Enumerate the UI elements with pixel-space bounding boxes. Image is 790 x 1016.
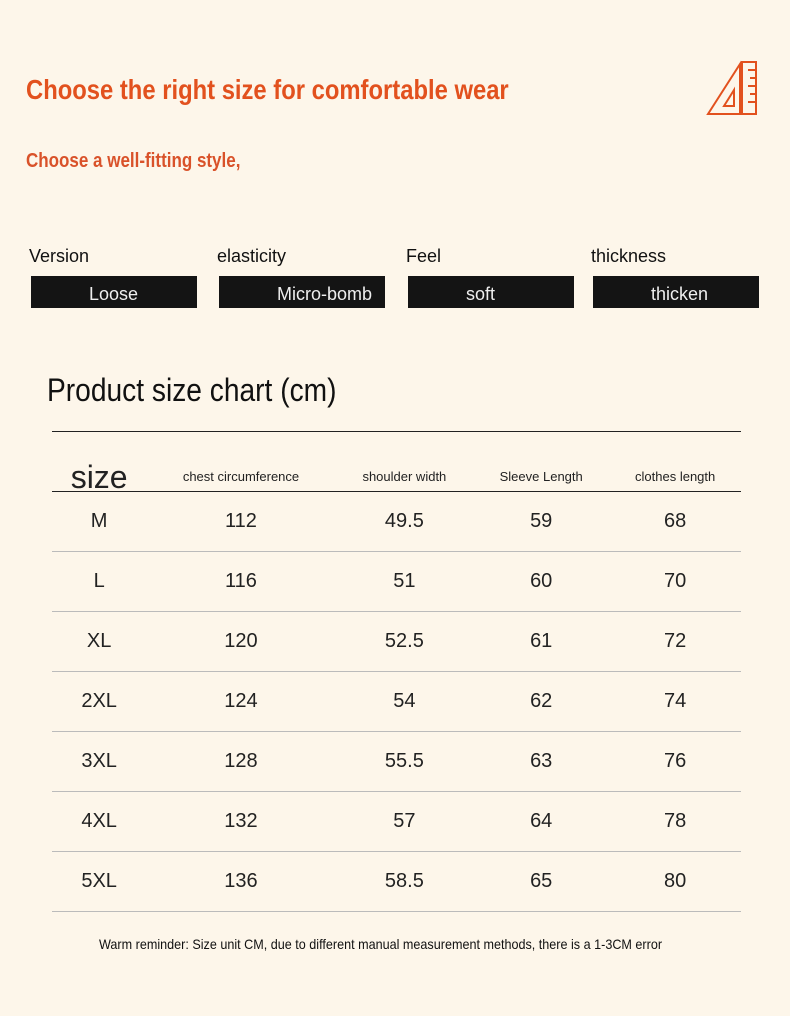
table-cell: 132: [146, 791, 336, 852]
attribute-value: Loose: [89, 284, 139, 304]
table-cell: 112: [146, 491, 336, 552]
table-row: XL 120 52.5 61 72: [52, 611, 741, 672]
table-cell: 57: [335, 791, 474, 852]
attribute-value: soft: [466, 284, 496, 304]
attribute: thickness thicken: [591, 240, 759, 310]
table-cell: 70: [609, 551, 741, 612]
attribute-bar: [408, 276, 574, 308]
attribute: elasticity Micro-bomb: [217, 240, 385, 310]
table-cell: 55.5: [335, 731, 474, 792]
attribute-value: Micro-bomb: [277, 284, 373, 304]
table-cell: L: [52, 551, 147, 612]
ruler-icon: [706, 60, 757, 115]
attribute-value: thicken: [651, 284, 709, 304]
table-cell: 49.5: [335, 491, 474, 552]
table-cell: 63: [473, 731, 610, 792]
size-table: size chest circumference shoulder width Sle…: [52, 431, 741, 912]
title: Choose the right size for comfortable we…: [26, 74, 509, 105]
footer-note: Warm reminder: Size unit CM, due to diff…: [99, 936, 663, 952]
column-header: shoulder width: [335, 431, 474, 492]
table-cell: 2XL: [52, 671, 147, 732]
attribute-label: Feel: [406, 246, 442, 266]
column-header: size: [52, 431, 147, 493]
attribute-bar: [593, 276, 759, 308]
table-cell: 5XL: [52, 851, 147, 912]
attribute: Version Loose: [29, 240, 197, 310]
table-cell: 61: [473, 611, 610, 672]
table-cell: 72: [609, 611, 741, 672]
subtitle: Choose a well-fitting style,: [26, 150, 241, 172]
table-cell: M: [52, 491, 147, 552]
table-row: M 112 49.5 59 68: [52, 491, 741, 552]
table-cell: XL: [52, 611, 147, 672]
table-cell: 136: [146, 851, 336, 912]
table-cell: 68: [609, 491, 741, 552]
attribute-bar: [219, 276, 385, 308]
attribute-label: thickness: [591, 246, 667, 266]
attribute-label: elasticity: [217, 246, 287, 266]
table-cell: 124: [146, 671, 336, 732]
table-row: 2XL 124 54 62 74: [52, 671, 741, 732]
table-cell: 128: [146, 731, 336, 792]
column-header: chest circumference: [146, 431, 336, 492]
table-cell: 116: [146, 551, 336, 612]
attribute-bar: [31, 276, 197, 308]
table-cell: 78: [609, 791, 741, 852]
table-cell: 74: [609, 671, 741, 732]
table-row: 5XL 136 58.5 65 80: [52, 851, 741, 912]
table-cell: 58.5: [335, 851, 474, 912]
table-cell: 76: [609, 731, 741, 792]
attribute-label: Version: [29, 246, 90, 266]
table-row: L 116 51 60 70: [52, 551, 741, 612]
table-cell: 54: [335, 671, 474, 732]
table-cell: 80: [609, 851, 741, 912]
column-header: clothes length: [609, 431, 741, 492]
table-cell: 64: [473, 791, 610, 852]
table-row: 4XL 132 57 64 78: [52, 791, 741, 852]
table-title: Product size chart (cm): [47, 372, 337, 408]
table-row: 3XL 128 55.5 63 76: [52, 731, 741, 792]
table-cell: 3XL: [52, 731, 147, 792]
table-cell: 4XL: [52, 791, 147, 852]
table-cell: 62: [473, 671, 610, 732]
table-cell: 65: [473, 851, 610, 912]
table-cell: 60: [473, 551, 610, 612]
table-cell: 59: [473, 491, 610, 552]
table-cell: 52.5: [335, 611, 474, 672]
column-header: Sleeve Length: [473, 431, 610, 492]
table-cell: 120: [146, 611, 336, 672]
attribute: Feel soft: [406, 240, 574, 310]
table-cell: 51: [335, 551, 474, 612]
